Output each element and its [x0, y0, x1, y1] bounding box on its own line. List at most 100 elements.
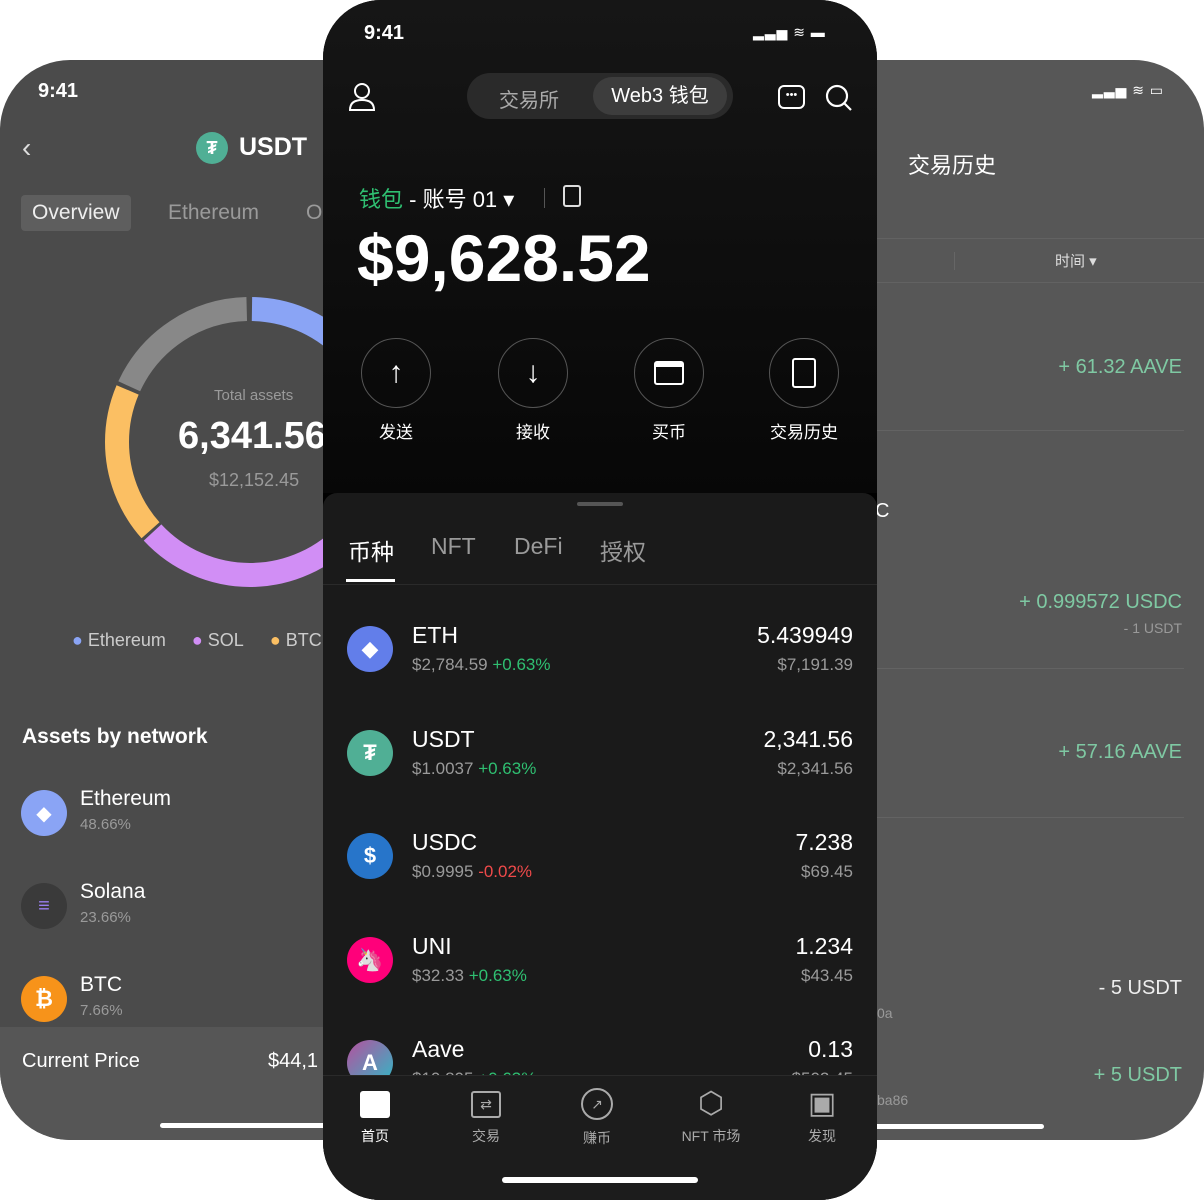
arrow-down-icon: ↓ — [498, 338, 568, 408]
tx-fragment: ba86 — [877, 1092, 909, 1108]
page-title: 交易历史 — [908, 153, 997, 178]
network-name[interactable]: Ethereum — [80, 787, 172, 810]
legend-btc: ● BTC — [269, 630, 322, 650]
message-icon[interactable]: ••• — [778, 85, 805, 109]
tab-other[interactable]: O — [306, 201, 323, 224]
usdt-icon: ₮ — [347, 729, 393, 776]
network-pct: 48.66% — [80, 816, 131, 833]
tx-fragment: 0a — [877, 1005, 893, 1021]
token-amount: 0.13 — [808, 1036, 853, 1062]
tx-amount: + 0.999572 USDC — [1019, 591, 1182, 613]
tab-approvals[interactable]: 授权 — [600, 539, 646, 565]
current-price-value: $44,1 — [268, 1050, 319, 1072]
drag-handle[interactable] — [577, 502, 623, 506]
trend-icon: ↗ — [581, 1088, 613, 1120]
btc-icon: ₿ — [21, 976, 67, 1022]
tab-tokens[interactable]: 币种 — [348, 539, 394, 565]
donut-label: Total assets — [214, 387, 294, 404]
token-price: $0.9995 -0.02% — [412, 862, 533, 881]
token-row[interactable]: ₮ USDT $1.0037 +0.63% 2,341.56 $2,341.56 — [323, 724, 877, 824]
eth-icon: ◆ — [347, 626, 393, 672]
grid-icon: ▣ — [807, 1087, 837, 1120]
status-icons: ▂▃▅ ≋ ▭ — [1092, 82, 1165, 98]
tx-sub-amount: - 1 USDT — [1123, 620, 1182, 636]
back-icon[interactable]: ‹ — [22, 132, 32, 163]
donut-usd-value: $12,152.45 — [209, 470, 300, 490]
ethereum-icon: ◆ — [21, 790, 67, 836]
tx-fragment: C — [875, 500, 890, 522]
token-symbol: Aave — [412, 1036, 465, 1062]
current-price-label: Current Price — [22, 1050, 140, 1072]
tx-amount: + 57.16 AAVE — [1058, 741, 1182, 763]
token-amount: 2,341.56 — [763, 725, 853, 752]
account-selector[interactable]: 钱包 - 账号 01 ▾ — [359, 187, 515, 212]
token-symbol: USDC — [412, 829, 478, 855]
token-amount: 7.238 — [795, 829, 853, 855]
uni-icon: 🦄 — [347, 936, 393, 983]
token-price: $1.0037 +0.63% — [412, 758, 537, 778]
token-amount: 5.439949 — [757, 622, 853, 648]
chart-legend: ● Ethereum ● SOL ● BTC — [72, 630, 322, 651]
section-title: Assets by network — [22, 725, 208, 748]
token-change: +0.63% — [492, 655, 551, 674]
donut-segment-btc — [105, 297, 395, 587]
legend-ethereum: ● Ethereum — [72, 630, 166, 650]
network-pct: 23.66% — [80, 909, 131, 926]
usdt-logo-icon: ₮ — [196, 132, 228, 164]
tab-overview[interactable]: Overview — [21, 195, 131, 231]
page-title: USDT — [239, 133, 308, 161]
token-row[interactable]: ◆ ETH $2,784.59 +0.63% 5.439949 $7,191.3… — [323, 620, 877, 720]
buy-button[interactable]: 买币 — [634, 338, 704, 443]
network-name[interactable]: BTC — [80, 973, 122, 996]
history-button[interactable]: 交易历史 — [769, 338, 839, 443]
copy-icon[interactable] — [563, 185, 581, 207]
search-icon[interactable] — [825, 84, 853, 112]
arrow-up-icon: ↑ — [361, 338, 431, 408]
home-indicator — [870, 1124, 1044, 1129]
tab-ethereum[interactable]: Ethereum — [168, 201, 260, 224]
card-icon — [634, 338, 704, 408]
time-filter-dropdown[interactable]: 时间 ▾ — [1055, 253, 1097, 270]
token-value: $2,341.56 — [777, 758, 853, 778]
home-icon — [360, 1091, 390, 1118]
nav-trade[interactable]: ⇄ 交易 — [441, 1088, 531, 1146]
donut-total-value: 6,341.56 — [178, 415, 326, 457]
token-value: $69.45 — [801, 862, 853, 881]
token-row[interactable]: $ USDC $0.9995 -0.02% 7.238 $69.45 — [323, 827, 877, 927]
token-row[interactable]: 🦄 UNI $32.33 +0.63% 1.234 $43.45 — [323, 931, 877, 1031]
document-icon — [769, 338, 839, 408]
token-value: $7,191.39 — [777, 655, 853, 674]
nav-nft-market[interactable]: ⬡ NFT 市场 — [666, 1088, 756, 1146]
segment-web3-wallet[interactable]: Web3 钱包 — [593, 77, 727, 115]
nav-earn[interactable]: ↗ 赚币 — [552, 1088, 642, 1148]
tx-amount: - 5 USDT — [1098, 977, 1182, 999]
status-icons: ▂▃▅ ≋ ▬ — [753, 24, 826, 40]
nav-discover[interactable]: ▣ 发现 — [777, 1088, 867, 1146]
donut-segment-sol — [105, 297, 395, 587]
tab-nft[interactable]: NFT — [431, 533, 476, 559]
tab-defi[interactable]: DeFi — [514, 533, 563, 559]
status-time: 9:41 — [38, 80, 79, 102]
mode-switch[interactable]: 交易所 Web3 钱包 — [467, 73, 733, 119]
token-change: +0.63% — [478, 758, 537, 778]
token-symbol: USDT — [412, 725, 475, 752]
hexagon-icon: ⬡ — [697, 1087, 725, 1120]
legend-sol: ● SOL — [191, 630, 244, 650]
network-name[interactable]: Solana — [80, 880, 146, 903]
receive-button[interactable]: ↓ 接收 — [498, 338, 568, 443]
tx-amount: + 5 USDT — [1093, 1064, 1182, 1086]
token-price: $32.33 +0.63% — [412, 965, 527, 985]
nav-home[interactable]: 首页 — [330, 1088, 420, 1146]
token-change: +0.63% — [468, 965, 527, 985]
token-value: $43.45 — [801, 965, 853, 985]
token-symbol: UNI — [412, 932, 452, 959]
solana-icon: ≡ — [21, 883, 67, 929]
total-balance: $9,628.52 — [357, 221, 651, 295]
segment-exchange[interactable]: 交易所 — [499, 90, 559, 112]
tx-amount: + 61.32 AAVE — [1058, 356, 1182, 378]
swap-icon: ⇄ — [471, 1091, 501, 1118]
main-phone-wallet-screen: 9:41 ▂▃▅ ≋ ▬ 交易所 Web3 钱包 ••• 钱包 - 账号 01 … — [323, 0, 877, 1200]
token-price: $2,784.59 +0.63% — [412, 655, 551, 674]
send-button[interactable]: ↑ 发送 — [361, 338, 431, 443]
profile-icon[interactable] — [348, 82, 376, 112]
